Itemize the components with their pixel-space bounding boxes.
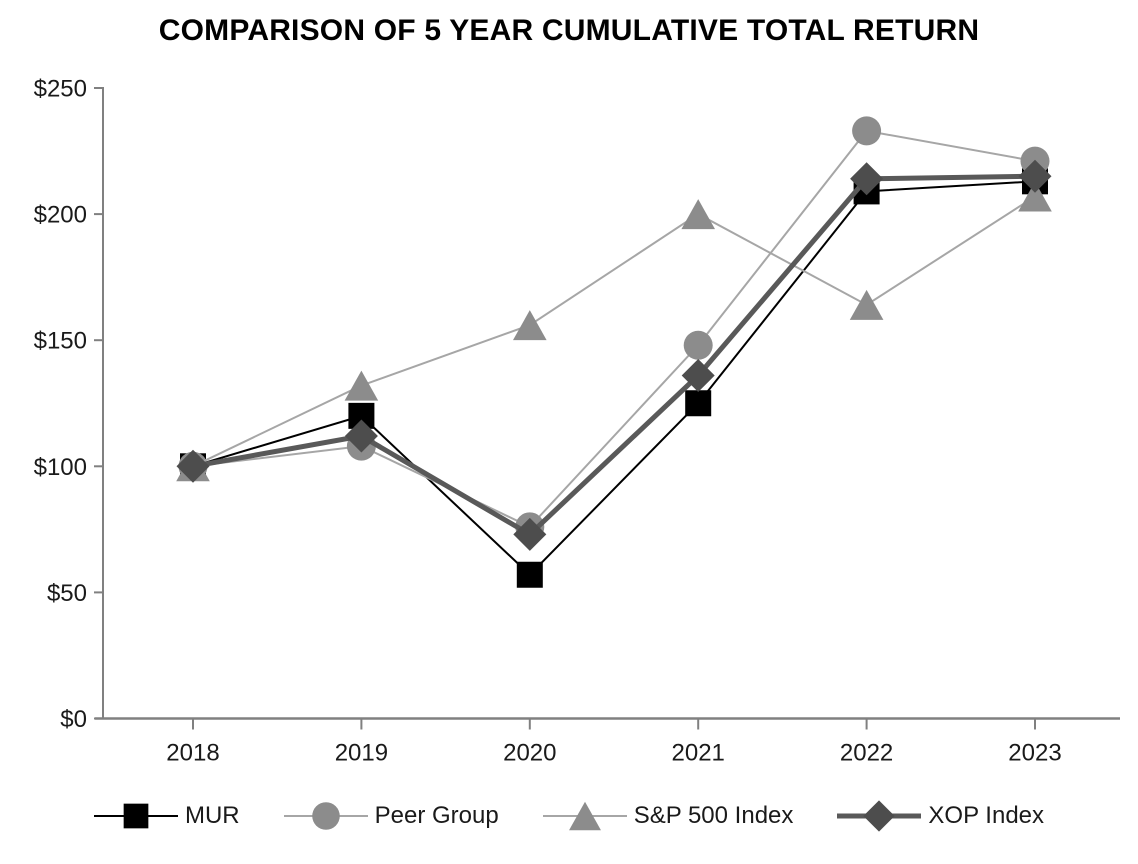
mur-line: [192, 180, 1036, 577]
sandp-500-index-marker-2022: [849, 289, 884, 320]
legend-item-xop-index: XOP Index: [837, 798, 1044, 834]
y-tick-label: $200: [34, 202, 87, 229]
mur-marker-2020: [516, 561, 543, 588]
peer-group-line: [192, 129, 1036, 529]
sandp-500-index-legend-glyph: [568, 801, 601, 831]
sandp-500-index-marker-2023: [1018, 181, 1052, 212]
plot-area: $0 $50 $100 $150 $200 $250 2018 2019 2020 2021 202…: [34, 76, 1120, 767]
xop-index-marker-2019: [344, 419, 378, 453]
y-tick-label: $50: [47, 580, 87, 607]
xop-index-marker-2021: [681, 359, 715, 393]
chart-title: COMPARISON OF 5 YEAR CUMULATIVE TOTAL RE…: [158, 14, 980, 47]
xop-index-line: [192, 173, 1036, 538]
xop-index-marker-2020: [513, 517, 547, 551]
sandp-500-index-legend-marker: [542, 801, 627, 831]
sandp-500-index-marker-2019: [344, 370, 379, 401]
xop-index-legend-marker: [837, 800, 922, 832]
xop-index-marker-2022: [850, 162, 884, 196]
sandp-500-index-marker-2021: [681, 199, 715, 230]
sandp-500-index-marker-2020: [513, 310, 547, 341]
xop-index-marker-2018: [176, 449, 210, 483]
peer-group-legend-marker: [283, 802, 368, 830]
x-tick-label: 2019: [335, 740, 388, 767]
y-tick-label: $100: [34, 454, 87, 481]
mur-legend-glyph: [123, 803, 149, 829]
legend-label-xop-index: XOP Index: [928, 802, 1045, 829]
legend-item-sandp-500-index: S&P 500 Index: [542, 798, 794, 834]
peer-group-marker-2022: [852, 116, 882, 146]
x-tick-label: 2021: [672, 740, 725, 767]
mur-marker-2021: [685, 390, 712, 417]
legend-label-mur: MUR: [184, 802, 240, 829]
mur-legend-marker: [93, 803, 178, 829]
y-tick-label: $150: [34, 328, 87, 355]
legend-item-peer-group: Peer Group: [283, 798, 499, 834]
x-tick-label: 2018: [166, 740, 219, 767]
sandp-500-index-line: [192, 195, 1036, 468]
y-tick-label: $250: [34, 76, 87, 103]
peer-group-legend-glyph: [311, 802, 340, 830]
legend-item-mur: MUR: [93, 798, 240, 834]
xop-index-marker-2023: [1018, 159, 1052, 193]
x-tick-label: 2022: [840, 740, 893, 767]
legend: MUR Peer Group S&P 500 Index XOP Index: [0, 793, 1138, 839]
legend-label-sandp-500-index: S&P 500 Index: [633, 802, 794, 829]
legend-label-peer-group: Peer Group: [374, 802, 499, 829]
xop-index-legend-glyph: [863, 800, 896, 832]
x-tick-label: 2020: [503, 740, 556, 767]
peer-group-marker-2021: [683, 330, 713, 360]
x-tick-label: 2023: [1008, 740, 1061, 767]
y-tick-label: $0: [60, 706, 87, 733]
